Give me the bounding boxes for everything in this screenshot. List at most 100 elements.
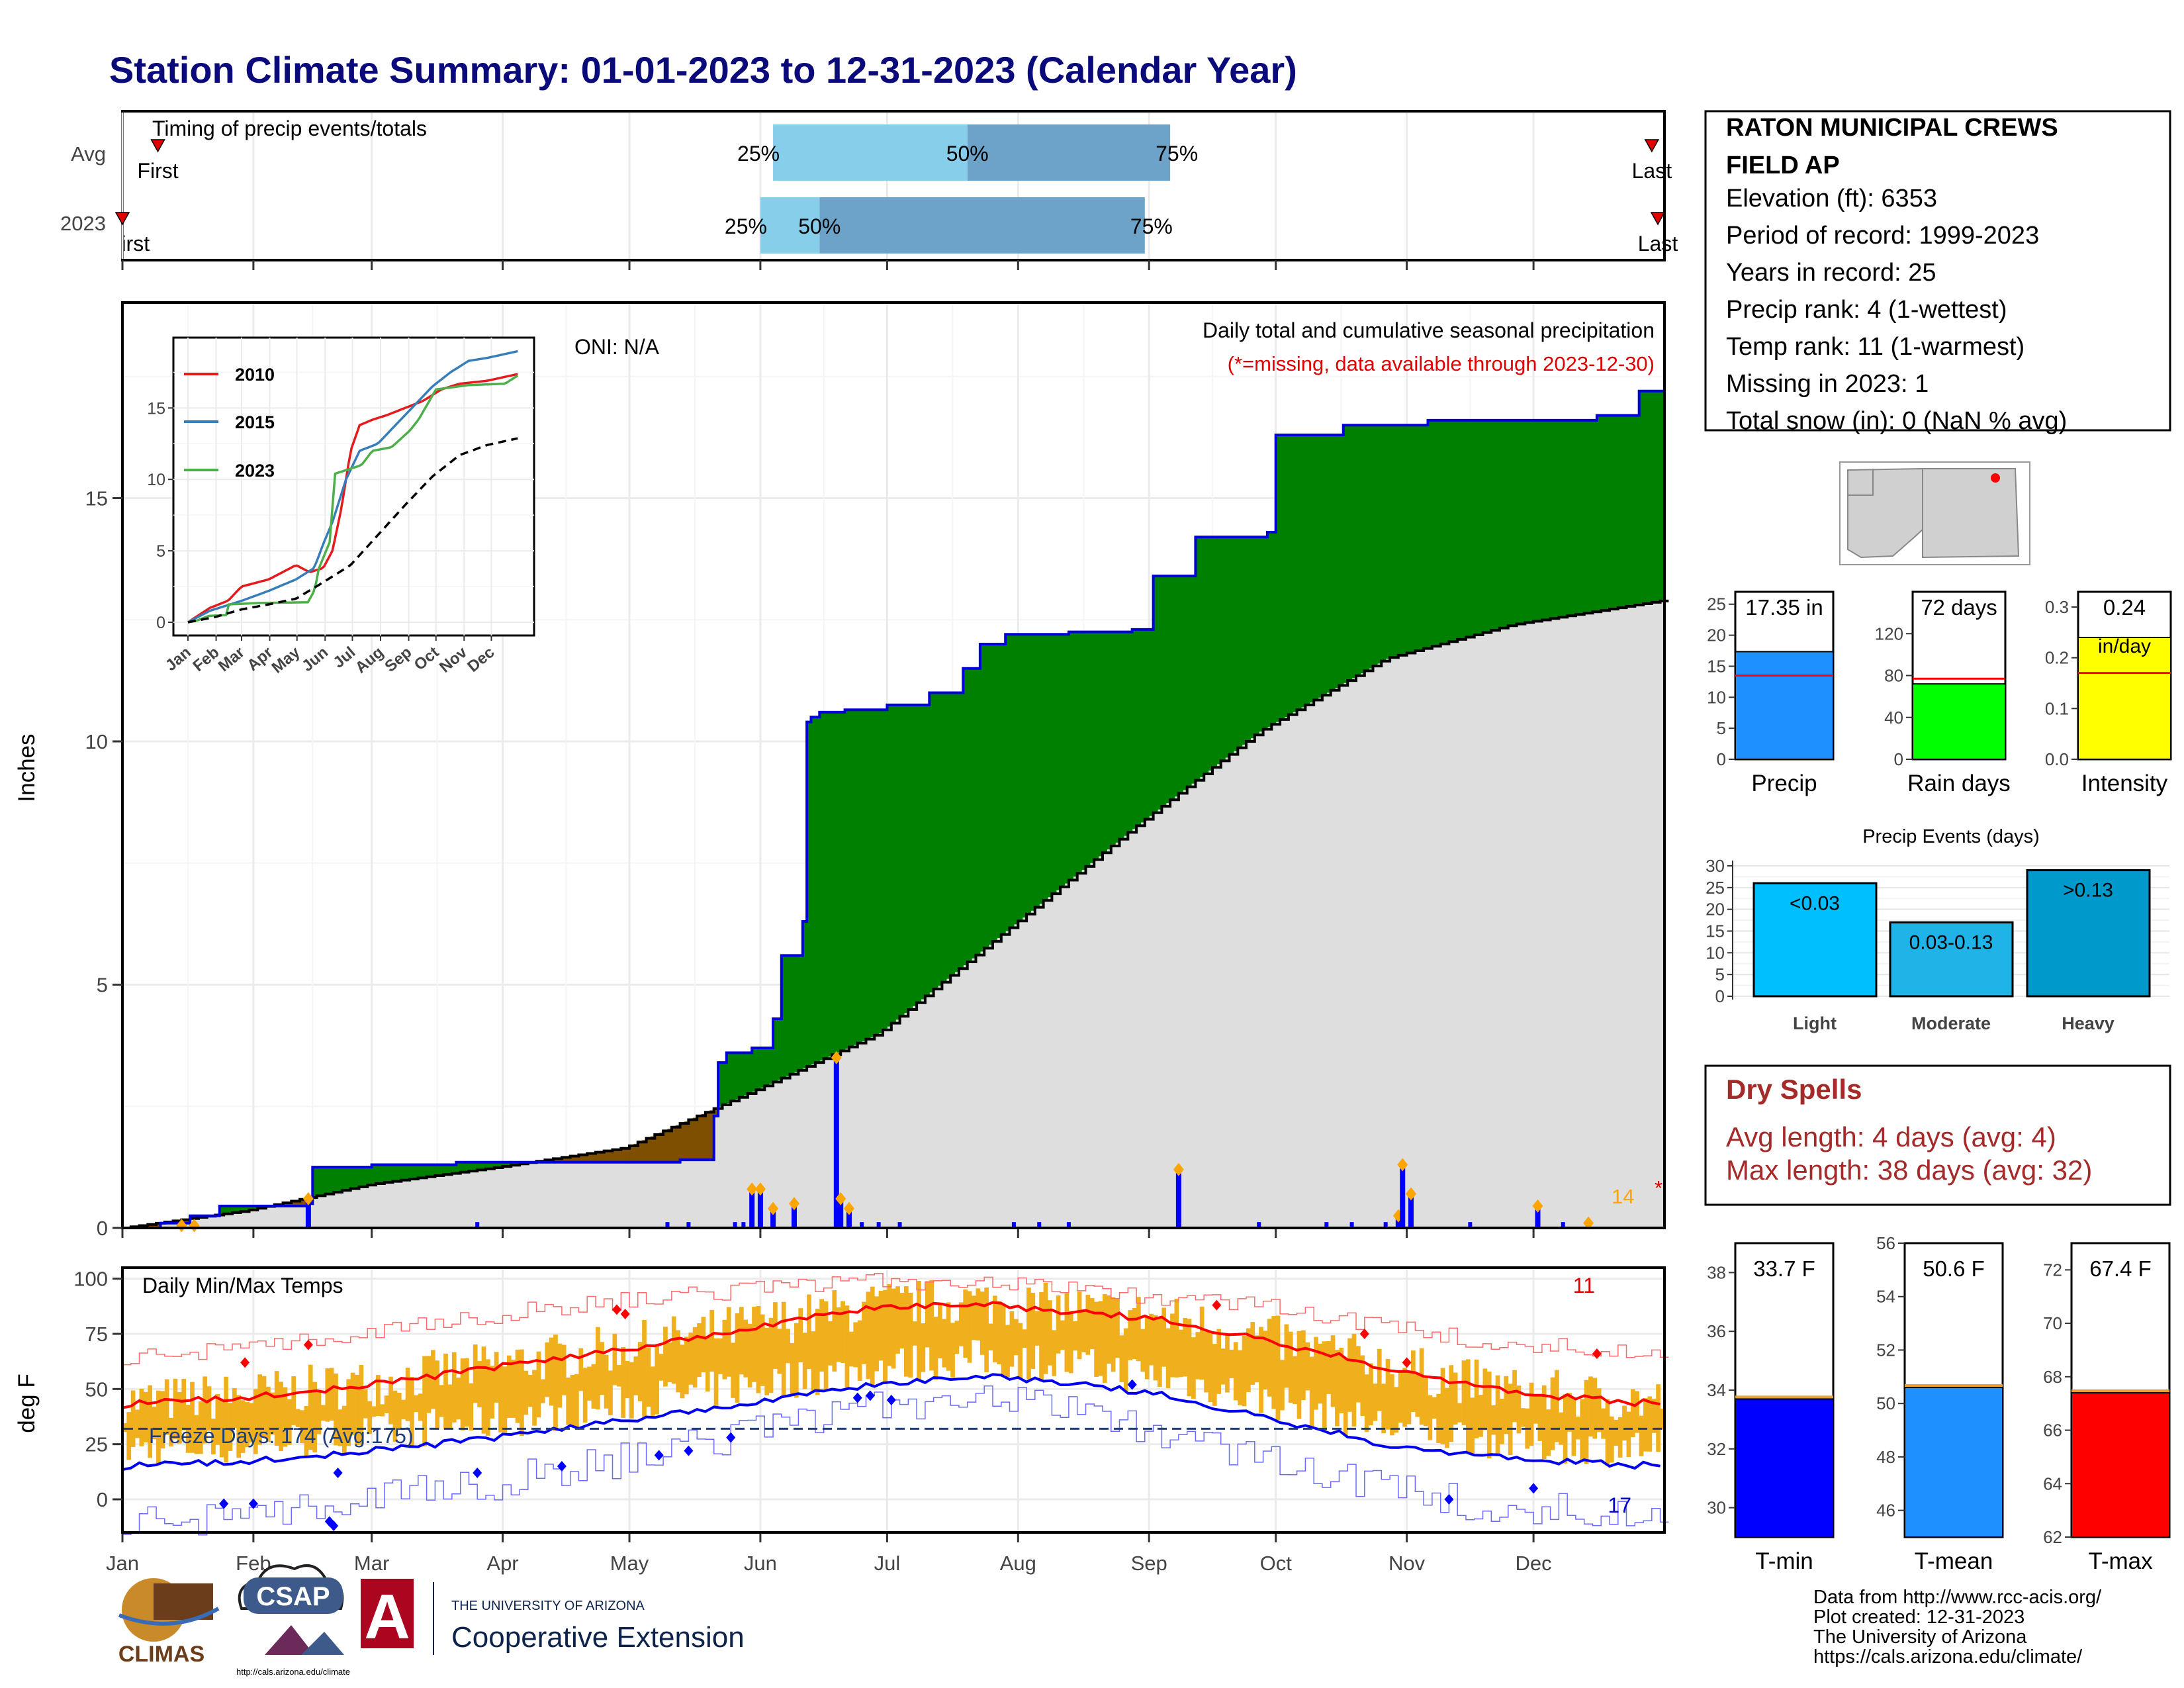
above-average-area bbox=[422, 1164, 428, 1178]
above-average-area bbox=[1330, 434, 1336, 690]
above-average-area bbox=[1259, 537, 1264, 732]
daily-temp-range-bar bbox=[972, 1295, 976, 1340]
below-average-area bbox=[676, 1125, 681, 1162]
daily-temp-range-bar bbox=[198, 1401, 203, 1454]
daily-temp-range-bar bbox=[912, 1321, 917, 1346]
daily-temp-range-bar bbox=[667, 1342, 672, 1383]
above-average-area bbox=[435, 1164, 440, 1176]
daily-temp-range-bar bbox=[1081, 1310, 1086, 1352]
above-average-area bbox=[1136, 629, 1142, 826]
above-average-area bbox=[950, 692, 956, 976]
daily-temp-range-bar bbox=[786, 1329, 790, 1364]
above-average-area bbox=[908, 704, 913, 1009]
above-average-area bbox=[469, 1162, 474, 1172]
below-average-area bbox=[587, 1153, 592, 1162]
daily-temp-range-bar bbox=[735, 1313, 740, 1403]
above-average-area bbox=[1537, 420, 1543, 621]
daily-temp-range-bar bbox=[338, 1409, 343, 1446]
daily-temp-range-bar bbox=[422, 1356, 427, 1446]
daily-temp-range-bar bbox=[1216, 1329, 1222, 1394]
daily-temp-range-bar bbox=[211, 1419, 216, 1455]
daily-temp-range-bar bbox=[169, 1417, 173, 1447]
daily-temp-range-bar bbox=[1048, 1300, 1052, 1366]
daily-temp-range-bar bbox=[451, 1352, 457, 1423]
extreme-count: 14 bbox=[1612, 1185, 1634, 1208]
daily-temp-range-bar bbox=[557, 1343, 563, 1408]
above-average-area bbox=[790, 955, 795, 1074]
above-average-area bbox=[883, 710, 888, 1030]
daily-temp-range-bar bbox=[646, 1347, 651, 1407]
summary-bar-Intensity bbox=[2077, 637, 2171, 760]
record-high-marker bbox=[1359, 1329, 1369, 1339]
daily-temp-range-bar bbox=[279, 1382, 283, 1452]
daily-precip-extreme-marker bbox=[788, 1197, 799, 1211]
page-title: Station Climate Summary: 01-01-2023 to 1… bbox=[109, 49, 1297, 91]
temp-ytick-label: 100 bbox=[73, 1268, 108, 1291]
daily-temp-range-bar bbox=[1119, 1335, 1124, 1383]
summary-ytick-label: 0.0 bbox=[2045, 749, 2069, 769]
daily-temp-range-bar bbox=[1402, 1368, 1407, 1427]
daily-temp-range-bar bbox=[329, 1368, 334, 1421]
below-average-area bbox=[570, 1156, 575, 1162]
above-average-area bbox=[1132, 629, 1137, 829]
precip-events-title: Precip Events (days) bbox=[1862, 826, 2040, 847]
above-average-area bbox=[848, 710, 854, 1047]
daily-temp-range-bar bbox=[1533, 1394, 1538, 1424]
summary-label: Precip bbox=[1751, 771, 1817, 796]
daily-temp-range-bar bbox=[1018, 1323, 1023, 1379]
above-average-area bbox=[1601, 415, 1606, 611]
last-event-label: Last bbox=[1638, 232, 1678, 256]
daily-temp-range-bar bbox=[257, 1374, 262, 1445]
above-average-area bbox=[418, 1164, 423, 1178]
above-average-area bbox=[1165, 576, 1171, 804]
above-average-area bbox=[1216, 537, 1222, 765]
above-average-area bbox=[240, 1205, 246, 1212]
dry-spells-title: Dry Spells bbox=[1726, 1074, 1862, 1105]
precip-ytick-label: 15 bbox=[85, 487, 108, 510]
above-average-area bbox=[431, 1164, 435, 1176]
above-average-area bbox=[942, 692, 947, 982]
daily-temp-range-bar bbox=[287, 1399, 292, 1445]
above-average-area bbox=[807, 722, 812, 1066]
above-average-area bbox=[477, 1162, 482, 1170]
daily-temp-range-bar bbox=[502, 1366, 508, 1433]
daily-precip-bar bbox=[1383, 1222, 1388, 1228]
daily-precip-bar bbox=[1408, 1194, 1414, 1228]
daily-temp-range-bar bbox=[1267, 1319, 1272, 1397]
daily-temp-range-bar bbox=[1465, 1359, 1471, 1454]
station-info-line: Precip rank: 4 (1-wettest) bbox=[1726, 296, 2007, 324]
above-average-area bbox=[224, 1205, 229, 1214]
temp-summary-ytick-label: 68 bbox=[2043, 1367, 2062, 1387]
above-average-area bbox=[747, 1053, 752, 1094]
below-average-area bbox=[697, 1115, 702, 1160]
timing-title: Timing of precip events/totals bbox=[152, 117, 427, 140]
above-average-area bbox=[1541, 420, 1547, 620]
cumulative-2023-line bbox=[122, 383, 1666, 1229]
daily-temp-range-bar bbox=[380, 1404, 385, 1417]
above-average-area bbox=[1246, 537, 1251, 741]
daily-temp-range-bar bbox=[405, 1368, 410, 1421]
daily-temp-range-bar bbox=[1275, 1315, 1281, 1421]
daily-temp-range-bar bbox=[1381, 1383, 1387, 1434]
temp-summary-ytick-label: 70 bbox=[2043, 1313, 2062, 1333]
daily-precip-bar bbox=[475, 1222, 480, 1228]
daily-temp-range-bar bbox=[261, 1376, 267, 1438]
above-average-area bbox=[1060, 634, 1066, 887]
daily-temp-range-bar bbox=[688, 1333, 694, 1385]
daily-temp-range-bar bbox=[595, 1327, 600, 1410]
timing-p75-label: 75% bbox=[1130, 214, 1173, 238]
daily-temp-range-bar bbox=[1144, 1317, 1150, 1380]
below-average-area bbox=[561, 1157, 567, 1162]
above-average-area bbox=[815, 717, 820, 1063]
events-ytick-label: 30 bbox=[1706, 856, 1725, 876]
temp-summary-ytick-label: 54 bbox=[1876, 1287, 1895, 1307]
daily-temp-range-bar bbox=[836, 1307, 841, 1362]
inset-ytick-label: 0 bbox=[156, 614, 165, 632]
above-average-area bbox=[1605, 415, 1610, 610]
first-event-marker bbox=[150, 139, 165, 153]
above-average-area bbox=[249, 1205, 254, 1210]
daily-temp-range-bar bbox=[844, 1305, 850, 1388]
inset-series-2015 bbox=[187, 350, 518, 624]
summary-ytick-label: 10 bbox=[1707, 687, 1726, 707]
daily-temp-range-bar bbox=[908, 1292, 913, 1378]
